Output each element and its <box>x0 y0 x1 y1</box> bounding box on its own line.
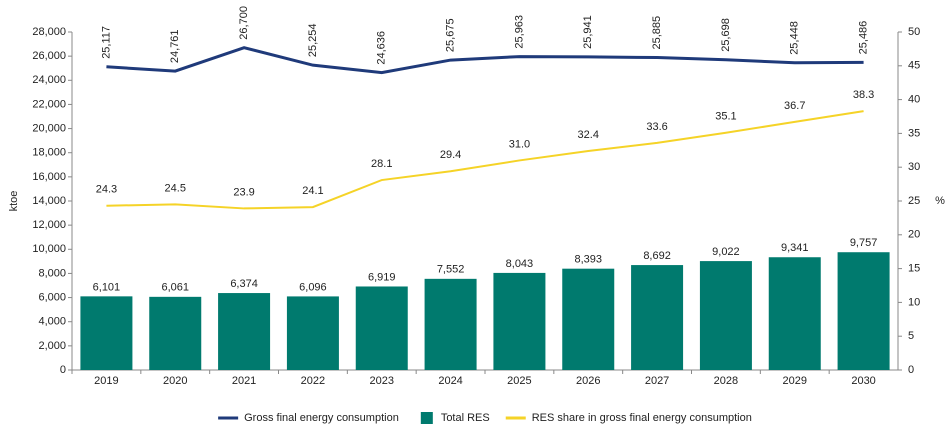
line-value-label: 25,963 <box>513 15 525 49</box>
legend-label: Gross final energy consumption <box>244 412 399 424</box>
bar <box>286 296 339 370</box>
line-value-label: 23.9 <box>233 186 254 198</box>
bar-value-label: 6,061 <box>161 282 189 294</box>
bar <box>218 293 271 370</box>
y2-tick-label: 50 <box>908 26 920 38</box>
y2-tick-label: 0 <box>908 364 914 376</box>
y2-tick-label: 30 <box>908 161 920 173</box>
line-value-label: 25,885 <box>651 16 663 50</box>
y-tick-label: 4,000 <box>38 316 66 328</box>
y2-tick-label: 45 <box>908 60 920 72</box>
line-value-label: 25,698 <box>720 18 732 52</box>
y-tick-label: 24,000 <box>32 74 66 86</box>
y-tick-label: 16,000 <box>32 171 66 183</box>
legend-label: RES share in gross final energy consumpt… <box>532 412 752 424</box>
bar-value-label: 9,757 <box>850 237 878 249</box>
line-value-label: 25,941 <box>582 15 594 49</box>
y-tick-label: 12,000 <box>32 219 66 231</box>
y2-tick-label: 5 <box>908 330 914 342</box>
line-value-label: 24.5 <box>165 182 186 194</box>
y-axis-label: ktoe <box>8 191 20 212</box>
y2-tick-label: 15 <box>908 263 920 275</box>
bar <box>80 296 133 370</box>
y2-tick-label: 35 <box>908 127 920 139</box>
y-tick-label: 20,000 <box>32 122 66 134</box>
x-tick-label: 2019 <box>94 375 118 387</box>
bar-value-label: 8,393 <box>574 254 602 266</box>
line-value-label: 25,486 <box>857 21 869 55</box>
y-tick-label: 2,000 <box>38 340 66 352</box>
x-tick-label: 2021 <box>232 375 256 387</box>
y2-tick-label: 25 <box>908 195 920 207</box>
bar-value-label: 7,552 <box>437 264 465 276</box>
bar-value-label: 6,919 <box>368 271 396 283</box>
bar-value-label: 6,101 <box>93 281 121 293</box>
line-value-label: 38.3 <box>853 89 874 101</box>
y-tick-label: 18,000 <box>32 147 66 159</box>
line-value-label: 32.4 <box>578 129 599 141</box>
bar <box>493 272 546 370</box>
y-tick-label: 6,000 <box>38 291 66 303</box>
line-value-label: 31.0 <box>509 138 530 150</box>
bar <box>837 252 890 370</box>
bar-value-label: 9,341 <box>781 242 809 254</box>
bar <box>424 278 477 370</box>
bar-value-label: 6,374 <box>230 278 258 290</box>
x-tick-label: 2027 <box>645 375 669 387</box>
y2-tick-label: 40 <box>908 94 920 106</box>
line-value-label: 33.6 <box>646 121 667 133</box>
y-tick-label: 8,000 <box>38 267 66 279</box>
bar-value-label: 6,096 <box>299 281 327 293</box>
y-tick-label: 0 <box>60 364 66 376</box>
x-tick-label: 2028 <box>714 375 738 387</box>
line-value-label: 24.1 <box>302 185 323 197</box>
x-tick-label: 2022 <box>301 375 325 387</box>
bar <box>699 261 752 370</box>
bar-value-label: 8,692 <box>643 250 671 262</box>
y-tick-label: 28,000 <box>32 26 66 38</box>
x-tick-label: 2029 <box>783 375 807 387</box>
line <box>106 110 864 210</box>
line-value-label: 35.1 <box>715 111 736 123</box>
line <box>106 46 864 75</box>
line-value-label: 25,448 <box>789 21 801 55</box>
y2-tick-label: 20 <box>908 229 920 241</box>
bar <box>355 286 408 370</box>
x-tick-label: 2026 <box>576 375 600 387</box>
y-tick-label: 14,000 <box>32 195 66 207</box>
y2-tick-label: 10 <box>908 296 920 308</box>
bar <box>562 268 615 370</box>
legend-label: Total RES <box>441 412 490 424</box>
x-tick-label: 2024 <box>438 375 462 387</box>
x-tick-label: 2025 <box>507 375 531 387</box>
x-tick-label: 2023 <box>370 375 394 387</box>
line-value-label: 25,675 <box>444 18 456 52</box>
line-value-label: 24.3 <box>96 184 117 196</box>
line-value-label: 26,700 <box>238 6 250 40</box>
bar <box>149 296 202 370</box>
line-value-label: 25,117 <box>100 26 112 59</box>
x-tick-label: 2020 <box>163 375 187 387</box>
bar-value-label: 9,022 <box>712 246 740 258</box>
line-value-label: 24,636 <box>376 31 388 65</box>
line-value-label: 36.7 <box>784 100 805 112</box>
line-value-label: 25,254 <box>307 23 319 57</box>
line-value-label: 28.1 <box>371 158 392 170</box>
line-value-label: 24,761 <box>169 29 181 63</box>
y2-axis-label: % <box>935 195 945 207</box>
bar-value-label: 8,043 <box>506 258 534 270</box>
line-value-label: 29.4 <box>440 149 461 161</box>
y-tick-label: 22,000 <box>32 98 66 110</box>
bar <box>631 265 684 370</box>
bar <box>768 257 821 370</box>
y-tick-label: 10,000 <box>32 243 66 255</box>
y-tick-label: 26,000 <box>32 50 66 62</box>
x-tick-label: 2030 <box>851 375 875 387</box>
legend-swatch <box>420 412 433 424</box>
